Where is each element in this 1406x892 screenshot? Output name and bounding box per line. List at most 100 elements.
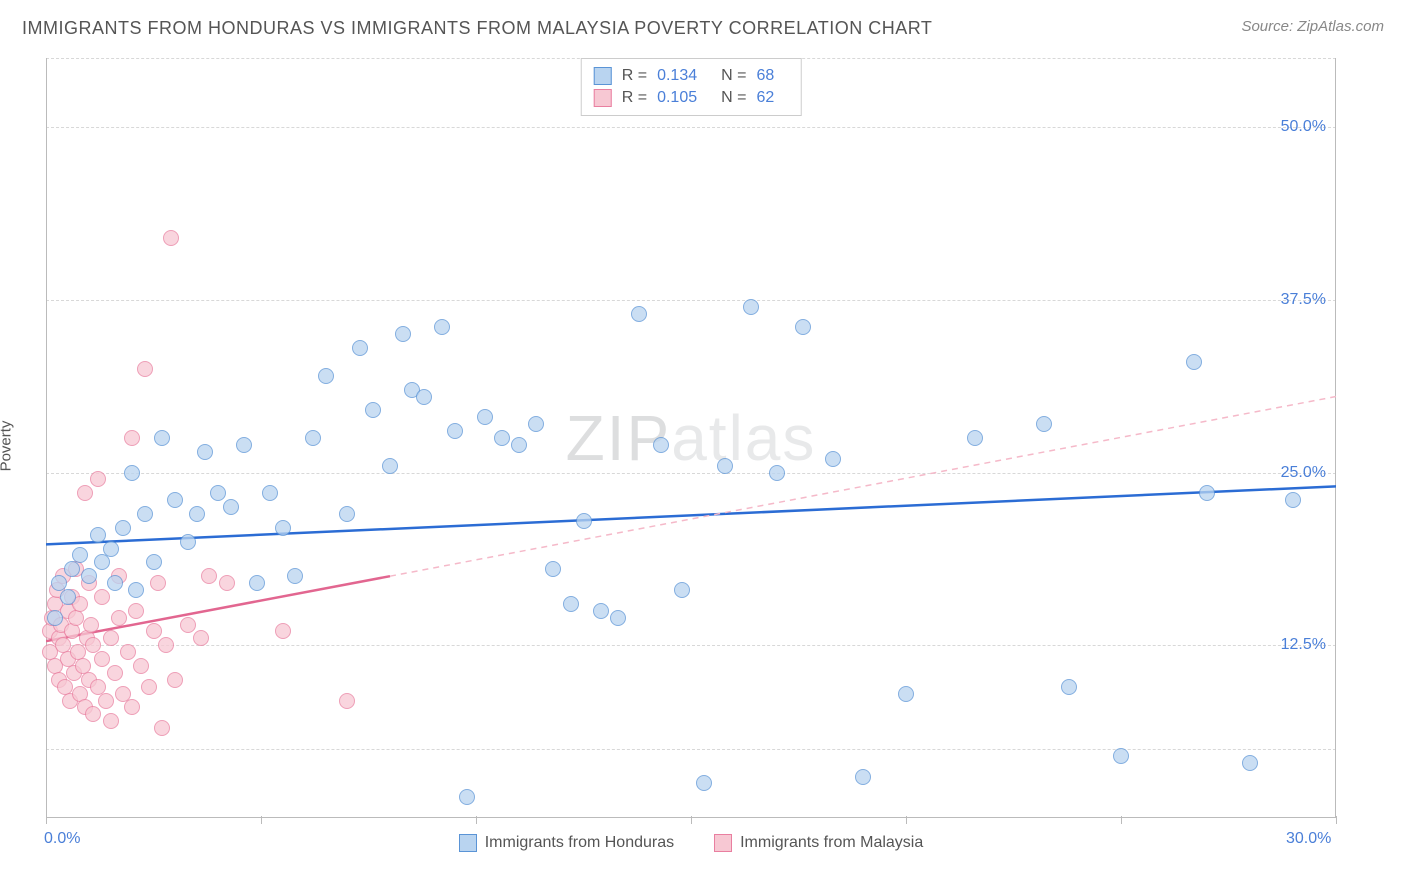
data-point [825,451,841,467]
data-point [365,402,381,418]
data-point [83,617,99,633]
data-point [193,630,209,646]
data-point [189,506,205,522]
data-point [967,430,983,446]
data-point [795,319,811,335]
data-point [124,465,140,481]
data-point [1186,354,1202,370]
data-point [68,610,84,626]
data-point [77,485,93,501]
legend-label-malaysia: Immigrants from Malaysia [740,834,923,852]
data-point [128,603,144,619]
data-point [236,437,252,453]
data-point [339,693,355,709]
data-point [180,617,196,633]
data-point [107,575,123,591]
data-point [180,534,196,550]
data-point [576,513,592,529]
data-point [318,368,334,384]
data-point [563,596,579,612]
source-attribution: Source: ZipAtlas.com [1241,18,1384,35]
data-point [201,568,217,584]
data-point [674,582,690,598]
data-point [141,679,157,695]
data-point [163,230,179,246]
data-point [90,471,106,487]
r-label: R = [622,67,647,85]
data-point [275,520,291,536]
data-point [103,630,119,646]
data-point [98,693,114,709]
n-label: N = [721,67,746,85]
data-point [124,430,140,446]
data-point [72,547,88,563]
legend-swatch-malaysia [714,834,732,852]
data-point [223,499,239,515]
data-point [696,775,712,791]
data-point [103,541,119,557]
chart-plot-area: ZIPatlas 12.5%25.0%37.5%50.0% 0.0%30.0% … [46,58,1336,818]
data-point [64,623,80,639]
n-value-malaysia: 62 [756,89,774,107]
data-point [1113,748,1129,764]
data-point [94,554,110,570]
data-point [395,326,411,342]
data-point [769,465,785,481]
stats-legend-box: R = 0.134 N = 68 R = 0.105 N = 62 [581,58,802,116]
data-point [64,561,80,577]
legend-label-honduras: Immigrants from Honduras [485,834,674,852]
data-point [133,658,149,674]
data-point [197,444,213,460]
data-point [47,610,63,626]
y-tick-label: 50.0% [1281,118,1326,136]
legend-bottom: Immigrants from Honduras Immigrants from… [46,834,1336,852]
data-point [128,582,144,598]
data-point [447,423,463,439]
data-point [107,665,123,681]
data-point [494,430,510,446]
axis-bottom [46,817,1336,818]
data-point [653,437,669,453]
data-point [743,299,759,315]
data-point [352,340,368,356]
data-point [511,437,527,453]
data-point [528,416,544,432]
data-point [545,561,561,577]
data-point [1285,492,1301,508]
axis-left [46,58,47,818]
data-point [137,506,153,522]
data-point [115,520,131,536]
data-point [287,568,303,584]
data-point [111,610,127,626]
data-point [154,720,170,736]
data-point [1036,416,1052,432]
data-point [1242,755,1258,771]
data-point [339,506,355,522]
data-point [167,672,183,688]
data-point [120,644,136,660]
data-point [167,492,183,508]
data-point [137,361,153,377]
data-point [81,568,97,584]
data-point [898,686,914,702]
data-point [94,651,110,667]
data-point [85,706,101,722]
data-point [1199,485,1215,501]
data-point [593,603,609,619]
data-point [416,389,432,405]
data-point [610,610,626,626]
legend-item-malaysia: Immigrants from Malaysia [714,834,923,852]
r-value-honduras: 0.134 [657,67,697,85]
stats-row-honduras: R = 0.134 N = 68 [594,65,789,87]
data-point [210,485,226,501]
data-point [382,458,398,474]
data-point [90,527,106,543]
data-point [717,458,733,474]
y-tick-label: 25.0% [1281,464,1326,482]
legend-swatch-honduras [459,834,477,852]
data-point [219,575,235,591]
data-point [60,589,76,605]
y-tick-label: 37.5% [1281,291,1326,309]
watermark-light: atlas [671,402,816,474]
data-point [146,554,162,570]
